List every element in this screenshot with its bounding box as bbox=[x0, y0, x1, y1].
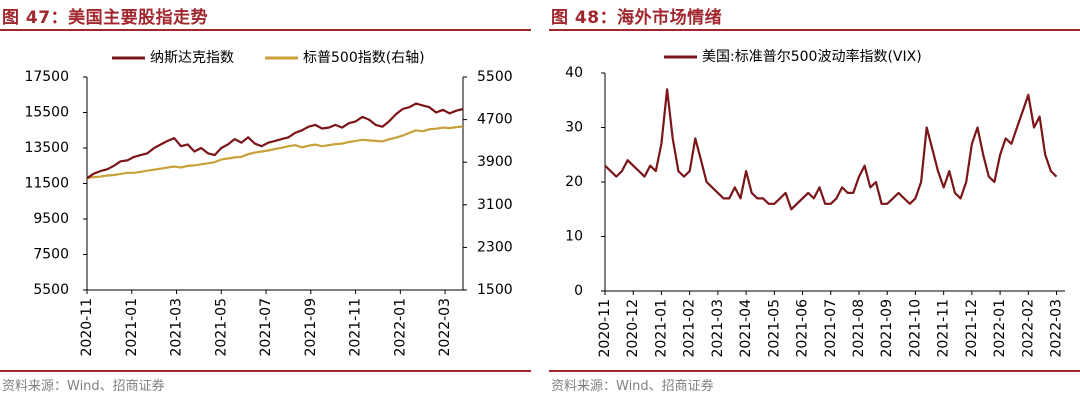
legend-label-sp500: 标普500指数(右轴) bbox=[303, 50, 425, 66]
x-tick-label: 2022-03 bbox=[437, 298, 453, 357]
x-tick-label: 2020-11 bbox=[79, 298, 95, 357]
stock-index-panel: 图 47：美国主要股指走势 5500 7500 9500 11500 13500 1550… bbox=[0, 0, 531, 400]
y-tick-label-right: 2300 bbox=[477, 239, 513, 255]
x-tick-label: 2021-11 bbox=[936, 299, 952, 358]
y-tick-label: 40 bbox=[565, 65, 583, 81]
y-tick-label-left: 11500 bbox=[24, 176, 69, 192]
x-tick-label: 2021-01 bbox=[653, 299, 669, 358]
vix-chart: 0 10 20 30 40 2020-11 2020-12 2021-01 2021-02 202… bbox=[565, 48, 1065, 358]
y-tick-label-right: 4700 bbox=[477, 112, 513, 128]
x-tick-label: 2021-05 bbox=[766, 299, 782, 358]
legend-label-vix: 美国:标准普尔500波动率指数(VIX) bbox=[702, 48, 922, 65]
y-tick-label: 30 bbox=[565, 120, 583, 136]
x-tick-label: 2021-08 bbox=[851, 299, 867, 358]
x-tick-label: 2021-05 bbox=[213, 298, 229, 357]
x-tick-label: 2021-11 bbox=[348, 298, 364, 357]
y-tick-label-left: 15500 bbox=[24, 105, 69, 121]
vix-panel: 图 48：海外市场情绪 0 10 20 30 40 2020-11 2020-12 2021-… bbox=[549, 0, 1080, 400]
y-tick-label-left: 9500 bbox=[33, 211, 69, 227]
x-tick-label: 2021-01 bbox=[124, 298, 140, 357]
y-tick-label: 20 bbox=[565, 174, 583, 190]
source-note: 资料来源：Wind、招商证券 bbox=[551, 379, 714, 394]
y-tick-label-left: 5500 bbox=[33, 282, 69, 298]
x-tick-label: 2021-04 bbox=[738, 299, 754, 358]
x-tick-label: 2021-02 bbox=[682, 299, 698, 358]
x-tick-label: 2021-03 bbox=[710, 299, 726, 358]
sp500-line bbox=[86, 125, 464, 180]
y-tick-label-left: 7500 bbox=[33, 247, 69, 263]
x-tick-label: 2021-09 bbox=[303, 298, 319, 357]
y-tick-label-right: 3900 bbox=[477, 154, 513, 170]
x-tick-label: 2021-09 bbox=[879, 299, 895, 358]
title-rule bbox=[549, 29, 1080, 31]
panel-title: 图 47：美国主要股指走势 bbox=[2, 8, 209, 28]
vix-line bbox=[604, 88, 1058, 211]
x-tick-label: 2022-01 bbox=[392, 298, 408, 357]
y-tick-label-right: 5500 bbox=[477, 69, 513, 85]
source-note: 资料来源：Wind、招商证券 bbox=[2, 379, 165, 394]
y-tick-label: 10 bbox=[565, 229, 583, 245]
stock-index-chart: 5500 7500 9500 11500 13500 15500 17500 1500 2300… bbox=[24, 50, 513, 357]
source-rule bbox=[0, 370, 531, 372]
source-rule bbox=[549, 370, 1080, 372]
y-tick-label: 0 bbox=[574, 283, 583, 299]
x-tick-label: 2021-12 bbox=[964, 299, 980, 358]
x-tick-label: 2021-10 bbox=[907, 299, 923, 358]
x-tick-label: 2021-07 bbox=[823, 299, 839, 358]
x-tick-label: 2020-12 bbox=[625, 299, 641, 358]
x-tick-label: 2022-03 bbox=[1049, 299, 1065, 358]
y-tick-label-right: 1500 bbox=[477, 282, 513, 298]
x-tick-label: 2022-02 bbox=[1020, 299, 1036, 358]
x-tick-label: 2020-11 bbox=[597, 299, 613, 358]
x-tick-label: 2021-07 bbox=[258, 298, 274, 357]
y-tick-label-right: 3100 bbox=[477, 197, 513, 213]
nasdaq-line bbox=[86, 102, 464, 180]
panel-title: 图 48：海外市场情绪 bbox=[551, 8, 723, 28]
legend-label-nasdaq: 纳斯达克指数 bbox=[150, 50, 234, 66]
x-tick-label: 2022-01 bbox=[992, 299, 1008, 358]
y-tick-label-left: 13500 bbox=[24, 140, 69, 156]
x-tick-label: 2021-03 bbox=[169, 298, 185, 357]
y-tick-label-left: 17500 bbox=[24, 69, 69, 85]
x-tick-label: 2021-06 bbox=[795, 299, 811, 358]
title-rule bbox=[0, 29, 531, 31]
